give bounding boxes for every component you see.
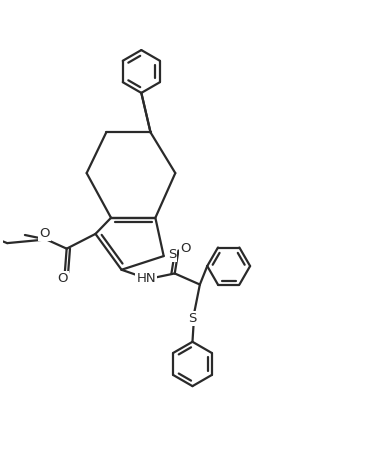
- Text: O: O: [180, 242, 190, 255]
- Text: S: S: [168, 248, 176, 260]
- Text: HN: HN: [136, 272, 156, 286]
- Text: O: O: [39, 228, 50, 240]
- Text: S: S: [188, 313, 196, 325]
- Text: O: O: [58, 272, 68, 285]
